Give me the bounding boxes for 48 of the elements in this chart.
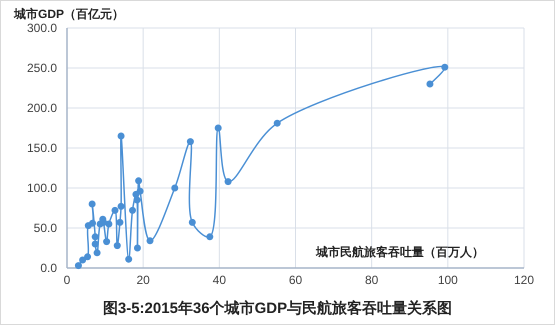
point xyxy=(186,138,194,146)
x-tick-label: 120 xyxy=(514,273,534,287)
point xyxy=(92,240,99,248)
point xyxy=(206,233,214,240)
point xyxy=(188,218,196,226)
point xyxy=(111,206,118,214)
point xyxy=(116,218,124,226)
x-tick-label: 40 xyxy=(212,273,226,287)
point xyxy=(224,178,232,186)
point xyxy=(129,206,136,214)
x-tick-label: 20 xyxy=(136,273,150,287)
y-tick-label: 150.0 xyxy=(26,141,58,155)
point xyxy=(88,200,96,208)
x-tick-label: 80 xyxy=(364,273,379,287)
point xyxy=(103,238,110,246)
point xyxy=(94,249,101,256)
y-tick-label: 50.0 xyxy=(34,221,58,235)
point xyxy=(125,256,132,263)
x-tick-label: 100 xyxy=(438,273,458,287)
point xyxy=(84,253,92,260)
point xyxy=(426,80,434,88)
y-tick-label: 200.0 xyxy=(26,101,58,115)
point xyxy=(441,64,448,71)
point xyxy=(134,196,141,204)
point xyxy=(105,220,112,228)
x-tick-label: 0 xyxy=(64,273,71,287)
point xyxy=(136,188,144,195)
y-tick-label: 300.0 xyxy=(26,21,58,35)
point xyxy=(274,120,281,127)
y-tick-label: 100.0 xyxy=(26,181,58,195)
point xyxy=(171,184,178,192)
y-tick-label: 250.0 xyxy=(26,61,58,75)
point xyxy=(118,132,125,140)
y-tick-label: 0.0 xyxy=(40,261,58,275)
point xyxy=(146,237,154,244)
point xyxy=(134,244,141,252)
point xyxy=(114,242,121,250)
point xyxy=(89,220,96,227)
point xyxy=(118,202,125,210)
y-axis-title: 城市GDP（百亿元） xyxy=(13,7,124,21)
point xyxy=(135,177,142,184)
point xyxy=(92,233,99,240)
point xyxy=(79,256,86,264)
point xyxy=(214,124,222,132)
x-axis-title: 城市民航旅客吞吐量（百万人） xyxy=(315,245,484,259)
text: 图3-5:2015年36个城市GDP与民航旅客吞吐量关系图 xyxy=(102,299,452,317)
point xyxy=(74,262,82,270)
x-tick-label: 60 xyxy=(288,273,302,287)
